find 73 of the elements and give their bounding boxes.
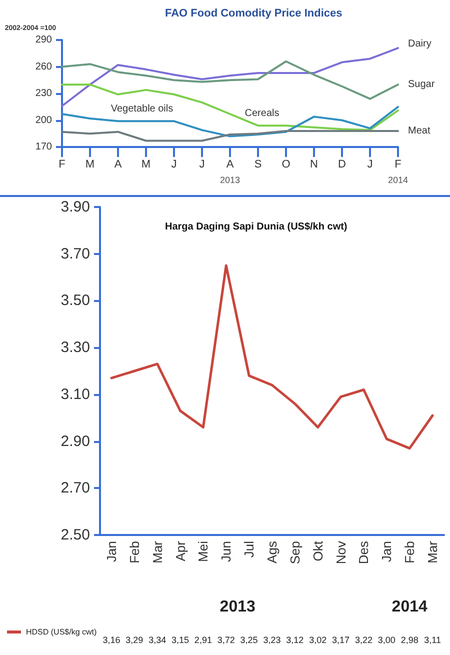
- x-tick-label: J: [367, 158, 373, 170]
- x-tick-label: Feb: [402, 541, 418, 564]
- text: 2014: [388, 175, 408, 185]
- x-tick-label: A: [226, 158, 234, 170]
- y-tick-label: 2.70: [60, 480, 90, 497]
- y-tick-label: 2.50: [60, 526, 90, 544]
- text: 3,29: [126, 635, 144, 645]
- text: 3,72: [217, 635, 235, 645]
- x-tick-label: A: [114, 158, 122, 170]
- x-tick-label: Nov: [333, 540, 348, 564]
- x-tick-label: J: [171, 158, 177, 170]
- y-tick-label: 3.10: [60, 386, 90, 403]
- text: 2,98: [400, 635, 418, 645]
- y-tick-label: 290: [35, 34, 52, 46]
- x-tick-label: Jul: [242, 540, 257, 558]
- x-tick-label: Ags: [264, 540, 280, 564]
- x-tick-label: M: [141, 158, 151, 170]
- text: 3,16: [102, 635, 120, 645]
- x-tick-label: Jun: [218, 541, 234, 562]
- x-tick-label: F: [58, 158, 66, 170]
- text: 2014: [392, 598, 428, 616]
- x-tick-label: Sep: [287, 541, 302, 564]
- x-tick-label: J: [199, 158, 205, 170]
- y-tick-label: 3.90: [60, 198, 90, 216]
- y-tick-label: 2.90: [60, 432, 90, 450]
- text: 3,34: [148, 635, 166, 645]
- line-series: [61, 130, 399, 142]
- x-tick-label: Mei: [196, 540, 211, 562]
- x-tick-label: Feb: [126, 541, 142, 564]
- x-tick-label: S: [254, 158, 262, 170]
- y-tick-label: 3.70: [60, 245, 90, 262]
- text: 3,17: [332, 635, 350, 645]
- text: Harga Daging Sapi Dunia (US$/kh cwt): [165, 222, 348, 232]
- text: 3,25: [240, 635, 258, 645]
- x-tick-label: Mar: [150, 540, 165, 564]
- x-tick-label: Okt: [310, 540, 326, 562]
- x-tick-label: Mar: [425, 540, 440, 564]
- series-label: Vegetable oils: [110, 104, 174, 115]
- series-label: Cereals: [244, 108, 280, 120]
- text: 2013: [220, 598, 256, 616]
- y-tick-label: 260: [35, 61, 52, 72]
- line-series: [110, 264, 434, 450]
- x-tick-label: F: [394, 158, 402, 170]
- line-series: [61, 60, 399, 100]
- text: 3,23: [263, 635, 281, 645]
- x-tick-label: N: [310, 158, 318, 170]
- series-label: Sugar: [408, 79, 436, 90]
- x-tick-label: Jan: [379, 541, 394, 562]
- x-tick-label: Jan: [104, 541, 119, 562]
- x-tick-label: M: [85, 158, 95, 170]
- y-tick-label: 3.50: [60, 292, 90, 310]
- y-tick-label: 200: [35, 114, 52, 126]
- x-tick-label: Des: [356, 540, 372, 564]
- y-tick-label: 3.30: [60, 339, 90, 356]
- line-series: [61, 84, 399, 132]
- x-tick-label: O: [282, 158, 291, 170]
- text: 3,02: [309, 635, 327, 645]
- y-tick-label: 230: [35, 88, 52, 99]
- text: 3,00: [378, 635, 396, 645]
- x-tick-label: D: [338, 158, 346, 170]
- line-series: [61, 106, 399, 138]
- chart-title: FAO Food Comodity Price Indices: [165, 8, 342, 20]
- text: 2013: [220, 175, 240, 185]
- text: 3,22: [354, 635, 372, 645]
- y-tick-label: 170: [35, 142, 52, 152]
- series-label: Meat: [408, 125, 430, 136]
- text: 2,91: [194, 635, 212, 645]
- series-label: Dairy: [408, 38, 432, 50]
- text: 3,12: [286, 635, 304, 645]
- text: 3,11: [424, 635, 441, 645]
- text: 3,15: [172, 635, 190, 645]
- x-tick-label: Apr: [172, 540, 188, 562]
- legend-label: HDSD (US$/kg cwt): [26, 628, 98, 636]
